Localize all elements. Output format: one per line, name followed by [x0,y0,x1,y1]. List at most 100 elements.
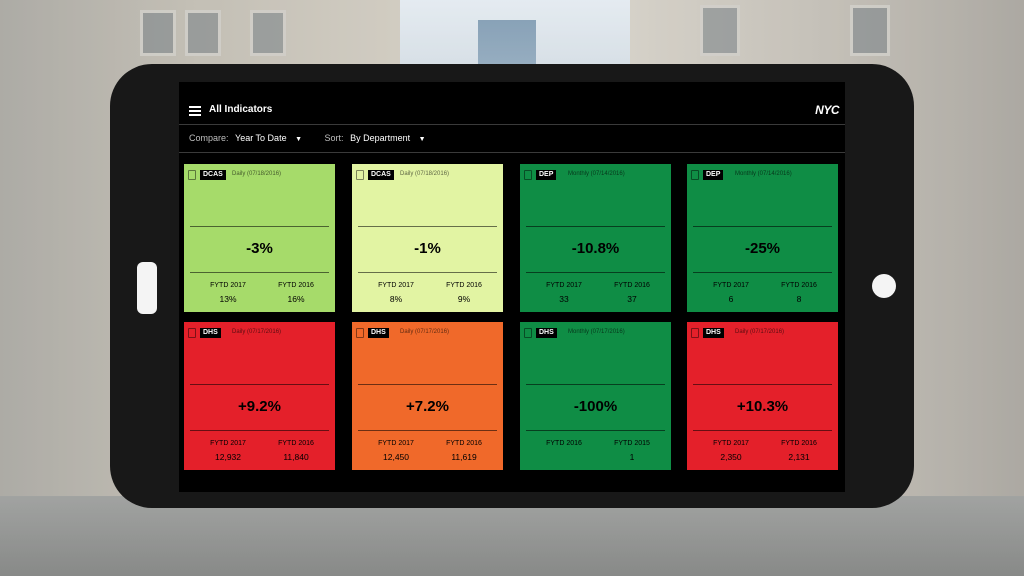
percent-change: -10.8% [571,240,620,257]
divider [358,430,497,431]
filter-bar: Compare: Year To Date ▼ Sort: By Departm… [189,133,446,143]
department-icon [691,170,699,180]
prior-period: FYTD 2016 11,840 [266,440,326,462]
indicator-card[interactable]: DHS Daily (07/17/2016) +9.2% FYTD 2017 12,93… [184,322,335,470]
prior-period: FYTD 2016 16% [266,282,326,304]
indicator-card[interactable]: DCAS Daily (07/18/2016) -3% FYTD 2017 13% FYT… [184,164,335,312]
indicator-card[interactable]: DCAS Daily (07/18/2016) -1% FYTD 2017 8% FYTD… [352,164,503,312]
period-value: 2,350 [720,452,742,462]
indicator-card[interactable]: DEP Monthly (07/14/2016) -25% FYTD 2017 6 FYT… [687,164,838,312]
divider [358,226,497,227]
compare-label: Compare: [189,133,229,143]
department-icon [691,328,699,338]
percent-change: +10.3% [736,398,789,415]
period-label: FYTD 2016 [446,282,482,289]
period-value: 8% [389,294,403,304]
percent-change: -100% [573,398,618,415]
building-window [850,5,890,56]
department-icon [524,328,532,338]
percent-change: -3% [246,240,273,257]
sort-label: Sort: [324,133,344,143]
update-frequency: Daily (07/17/2016) [400,329,450,335]
compare-value: Year To Date [235,133,287,143]
percent-change: -25% [744,240,781,257]
divider [693,272,832,273]
period-label: FYTD 2017 [546,282,582,289]
indicator-card[interactable]: DHS Daily (07/17/2016) +7.2% FYTD 2017 12,45… [352,322,503,470]
divider [693,226,832,227]
update-frequency: Daily (07/18/2016) [400,171,450,177]
period-label: FYTD 2017 [210,282,246,289]
nyc-logo: NYC [815,103,839,117]
divider [358,384,497,385]
period-value: 37 [627,294,637,304]
period-value: 13% [219,294,237,304]
department-badge: DCAS [368,170,394,180]
current-period: FYTD 2017 2,350 [701,440,761,462]
card-header: DCAS Daily (07/18/2016) [352,170,503,180]
divider [179,152,845,153]
department-badge: DHS [200,328,221,338]
current-period: FYTD 2017 12,450 [366,440,426,462]
period-value: 11,840 [283,452,309,462]
update-frequency: Monthly (07/17/2016) [568,329,625,335]
compare-dropdown[interactable]: Compare: Year To Date ▼ [189,133,302,143]
period-value: 9% [457,294,471,304]
period-label: FYTD 2016 [781,440,817,447]
period-label: FYTD 2017 [713,440,749,447]
department-icon [356,328,364,338]
page-title: All Indicators [209,104,273,115]
period-value: 1 [629,452,635,462]
indicator-card[interactable]: DHS Daily (07/17/2016) +10.3% FYTD 2017 2,35… [687,322,838,470]
top-bar: All Indicators NYC [179,82,845,125]
prior-period: FYTD 2016 37 [602,282,662,304]
update-frequency: Daily (07/17/2016) [735,329,785,335]
indicator-card[interactable]: DHS Monthly (07/17/2016) -100% FYTD 2016 FYT… [520,322,671,470]
sort-value: By Department [350,133,411,143]
period-value: 33 [559,294,569,304]
period-label: FYTD 2016 [781,282,817,289]
current-period: FYTD 2017 6 [701,282,761,304]
department-badge: DHS [703,328,724,338]
period-value: 6 [728,294,734,304]
building-window [700,5,740,56]
period-label: FYTD 2016 [614,282,650,289]
chevron-down-icon: ▼ [418,136,426,143]
card-header: DEP Monthly (07/14/2016) [520,170,671,180]
card-header: DEP Monthly (07/14/2016) [687,170,838,180]
update-frequency: Monthly (07/14/2016) [735,171,792,177]
street [0,496,1024,576]
divider [693,430,832,431]
period-label: FYTD 2016 [278,440,314,447]
prior-period: FYTD 2016 11,619 [434,440,494,462]
department-icon [188,328,196,338]
percent-change: +9.2% [238,398,281,415]
indicator-card[interactable]: DEP Monthly (07/14/2016) -10.8% FYTD 2017 33… [520,164,671,312]
prior-period: FYTD 2016 8 [769,282,829,304]
divider [190,272,329,273]
department-badge: DEP [536,170,557,180]
divider [190,430,329,431]
prior-period: FYTD 2016 9% [434,282,494,304]
update-frequency: Daily (07/18/2016) [232,171,282,177]
period-value: 12,450 [383,452,409,462]
period-value: 12,932 [215,452,241,462]
current-period: FYTD 2016 [534,440,594,452]
department-badge: DEP [703,170,724,180]
current-period: FYTD 2017 8% [366,282,426,304]
card-header: DCAS Daily (07/18/2016) [184,170,335,180]
divider [526,226,665,227]
card-header: DHS Monthly (07/17/2016) [520,328,671,338]
divider [526,272,665,273]
department-badge: DCAS [200,170,226,180]
period-label: FYTD 2016 [278,282,314,289]
department-badge: DHS [368,328,389,338]
divider [358,272,497,273]
department-icon [356,170,364,180]
current-period: FYTD 2017 13% [198,282,258,304]
hamburger-menu-icon[interactable] [189,106,201,116]
sort-dropdown[interactable]: Sort: By Department ▼ [325,133,426,143]
period-value: 16% [287,294,305,304]
app-screen: All Indicators NYC Compare: Year To Date… [179,82,845,492]
building-window [185,10,221,56]
